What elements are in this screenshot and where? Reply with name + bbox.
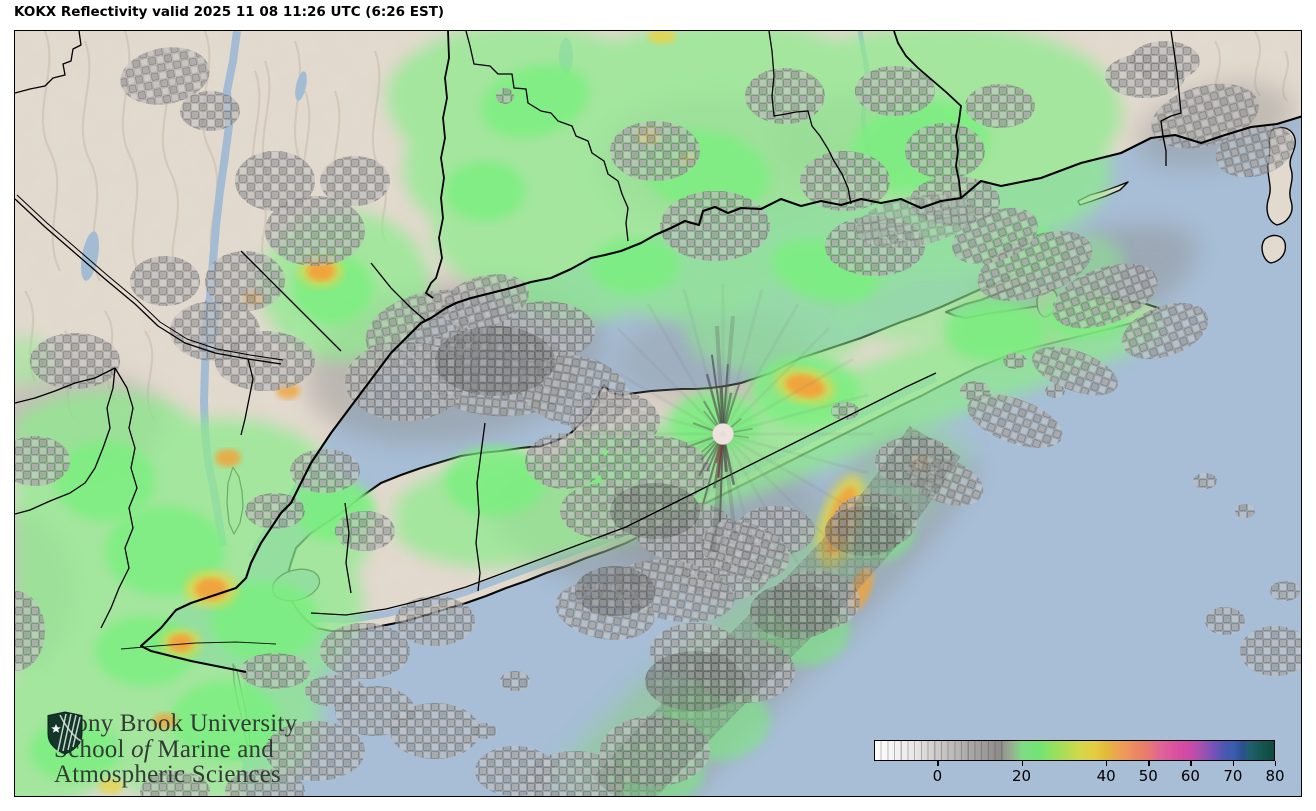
colorbar-tick (1148, 761, 1150, 766)
colorbar-tick-label: 0 (932, 767, 943, 785)
radar-site (573, 284, 873, 584)
star-icon (51, 724, 61, 733)
colorbar-tick-label: 60 (1180, 767, 1200, 785)
stony-brook-logo: Stony Brook University School of Marine … (45, 711, 297, 788)
colorbar: 0 20 40 50 60 70 80 (874, 740, 1285, 790)
radar-map-canvas (15, 31, 1301, 796)
block-island (1261, 234, 1287, 264)
logo-line-3: Atmospheric Sciences (54, 761, 281, 788)
clutter-speckle (15, 41, 1301, 796)
colorbar-tick (1232, 761, 1235, 766)
colorbar-tick-label: 50 (1138, 767, 1158, 785)
corner-border (15, 31, 82, 94)
marine-boundary (120, 641, 277, 650)
state-borders (15, 31, 1182, 650)
radar-map-frame: Stony Brook University School of Marine … (14, 30, 1302, 797)
ct-ri-border (893, 31, 962, 199)
colorbar-tick-label: 80 (1265, 767, 1285, 785)
ny-ct-border (425, 31, 450, 299)
coastlines (139, 115, 1301, 674)
stony-brook-shield-icon (47, 711, 83, 755)
colorbar-tick (1190, 761, 1192, 766)
logo-line-1: Stony Brook University (54, 710, 298, 737)
colorbar-tick (1275, 761, 1277, 766)
logo-line-2: School of Marine and (54, 735, 274, 763)
westchester-county-lines (240, 250, 427, 352)
nj-county-lines (15, 358, 254, 629)
colorbar-tick-label: 40 (1096, 767, 1116, 785)
colorbar-tick-label: 20 (1012, 767, 1032, 785)
colorbar-tick (1021, 761, 1023, 766)
colorbar-gradient (874, 740, 1275, 761)
colorbar-tick (937, 761, 939, 766)
ct-county-line-b (768, 31, 852, 205)
colorbar-tick-label: 70 (1223, 767, 1243, 785)
echo-layer (15, 31, 1301, 796)
lake (81, 231, 99, 281)
colorbar-tick (1106, 761, 1108, 766)
ri-county-line (1160, 31, 1182, 166)
ct-county-line-a (465, 31, 629, 242)
barrier-island-coast (310, 372, 937, 616)
long-island-county-lines (344, 422, 486, 594)
lake (295, 71, 307, 101)
page-title: KOKX Reflectivity valid 2025 11 08 11:26… (14, 4, 445, 20)
logo-text: Stony Brook University School of Marine … (54, 711, 297, 788)
ny-nj-border (15, 194, 284, 365)
